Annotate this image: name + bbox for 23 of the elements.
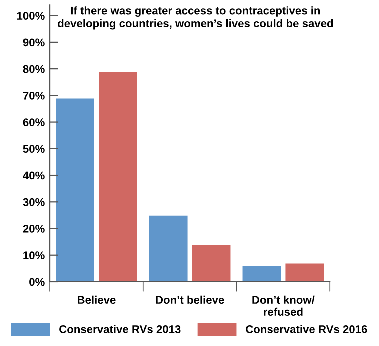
y-tick-label: 20% [23, 225, 45, 233]
y-tick-label: 70% [23, 92, 45, 100]
legend-label: Conservative RVs 2013 [60, 325, 181, 334]
bar [192, 244, 232, 282]
x-tick-label: Don’t believe [156, 296, 224, 304]
x-tick-label: Believe [78, 296, 116, 304]
y-tick-label: 60% [23, 118, 45, 126]
legend-label: Conservative RVs 2016 [246, 325, 368, 334]
x-tick-label: Don’t know/ refused [252, 296, 315, 316]
y-tick-label: 30% [23, 198, 45, 206]
y-tick-label: 50% [23, 145, 45, 154]
y-tick-label: 10% [24, 252, 45, 260]
y-tick-label: 90% [23, 38, 45, 47]
bar [148, 215, 189, 282]
y-tick-label: 100% [17, 12, 45, 20]
y-tick-label: 40% [23, 172, 45, 180]
bar [98, 71, 138, 282]
y-tick-label: 0% [30, 278, 45, 286]
text: If there was greater access to contraceptives in developing countries, women’s lives could be saved [58, 6, 334, 30]
bar [242, 266, 282, 282]
bar [284, 262, 325, 282]
y-tick-label: 80% [23, 65, 45, 74]
bar [55, 98, 96, 282]
